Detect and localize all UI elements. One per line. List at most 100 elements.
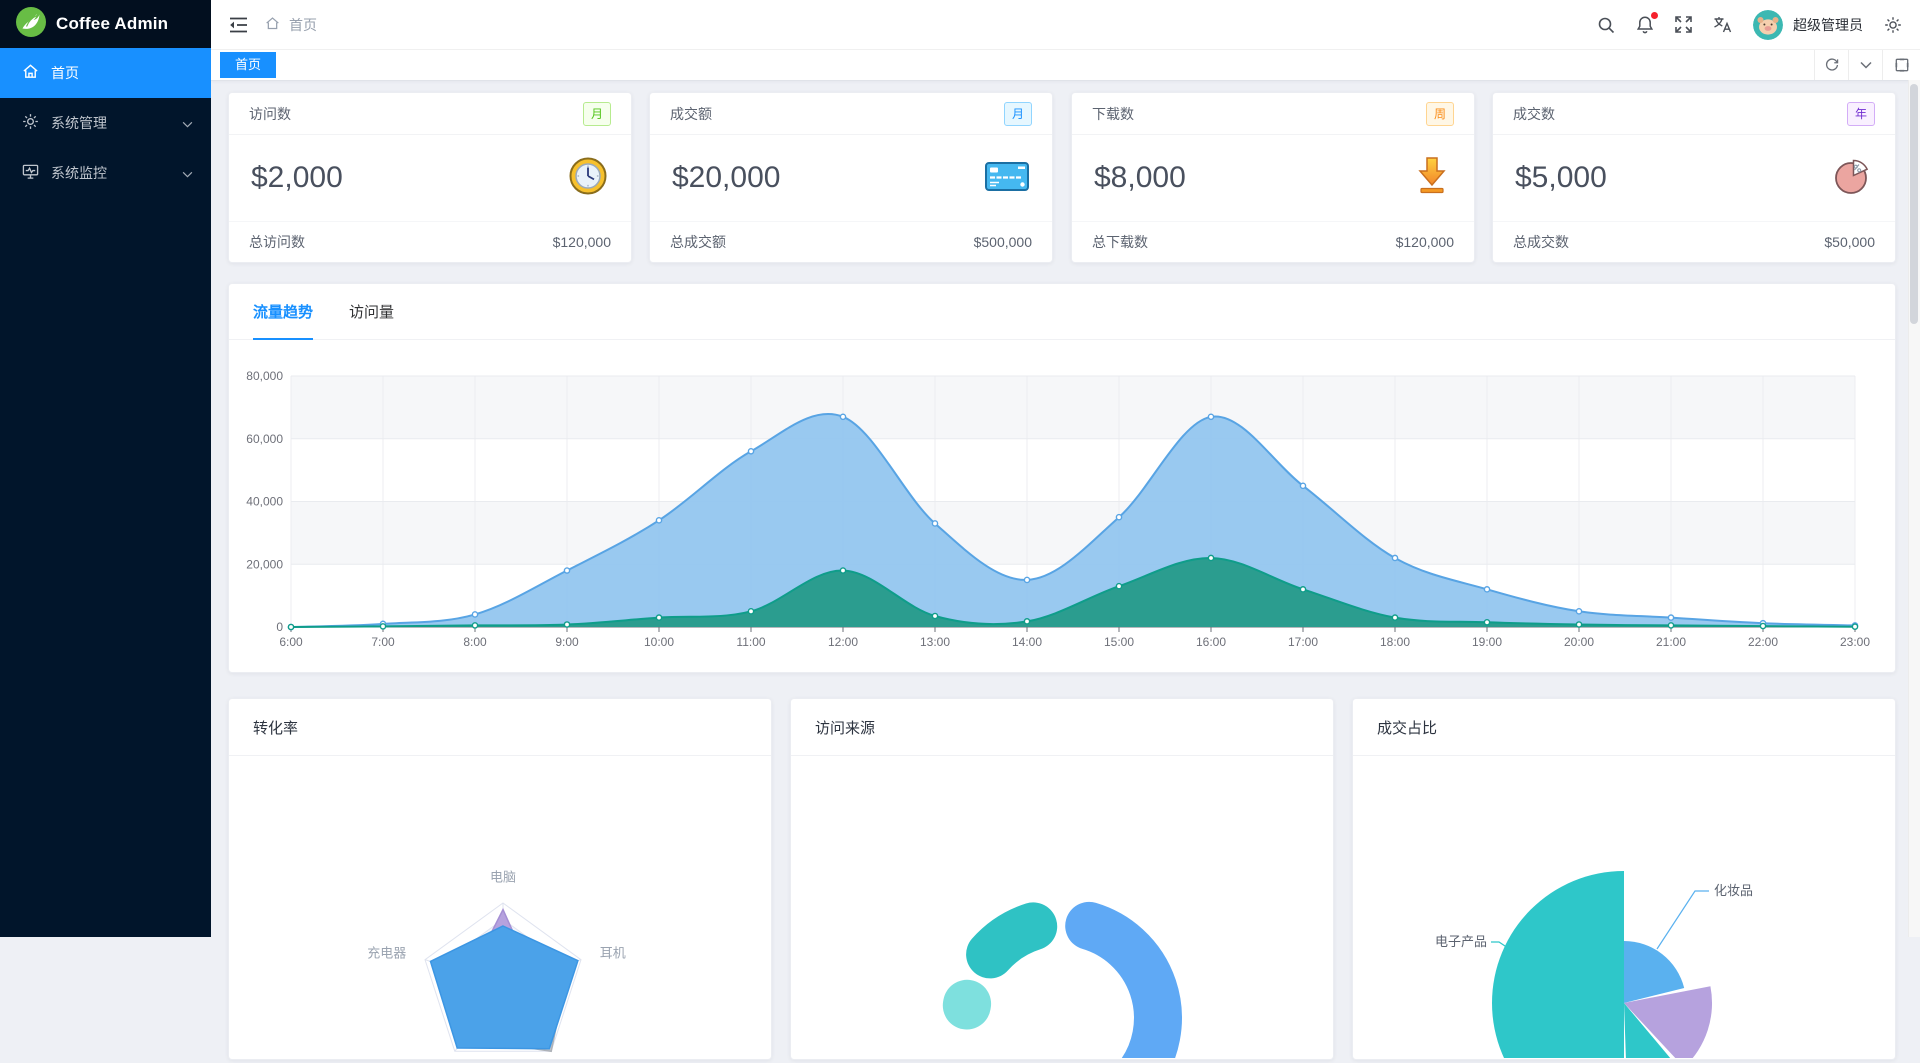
svg-text:电脑: 电脑 [490, 869, 516, 884]
svg-text:21:00: 21:00 [1656, 635, 1686, 649]
tab-controls [1814, 50, 1920, 80]
tab-home[interactable]: 首页 [220, 52, 277, 78]
traffic-area-chart: 6:00 7:00 8:00 9:00 10:00 11:00 12:00 13:00 14:0… [246, 369, 1870, 649]
tab-traffic-trend[interactable]: 流量趋势 [253, 284, 314, 340]
svg-text:7:00: 7:00 [371, 635, 395, 649]
deal-share-card: 成交占比 化妆品电子产品 [1352, 698, 1896, 1063]
svg-text:18:00: 18:00 [1380, 635, 1410, 649]
maximize-icon[interactable] [1882, 50, 1920, 80]
stat-value: $8,000 [1094, 161, 1186, 194]
svg-text:40,000: 40,000 [246, 495, 283, 509]
card-title: 成交占比 [1353, 699, 1895, 756]
stat-footer-value: $500,000 [973, 233, 1032, 250]
svg-text:化妆品: 化妆品 [1714, 883, 1753, 898]
breadcrumb-current: 首页 [289, 16, 317, 33]
sidebar-item-system-monitor[interactable]: 系统监控 [0, 148, 211, 198]
sidebar-item-home[interactable]: 首页 [0, 48, 211, 98]
pie-chart-icon [1831, 155, 1873, 202]
credit-card-icon [984, 158, 1030, 199]
breadcrumb-home-icon [265, 16, 280, 34]
chevron-down-icon [182, 115, 193, 131]
stat-title: 成交额 [670, 105, 712, 122]
svg-text:22:00: 22:00 [1748, 635, 1778, 649]
svg-text:14:00: 14:00 [1012, 635, 1042, 649]
sidebar-item-system-admin[interactable]: 系统管理 [0, 98, 211, 148]
traffic-card-tabs: 流量趋势 访问量 [229, 284, 1895, 340]
svg-text:0: 0 [276, 620, 283, 634]
notification-dot [1651, 12, 1658, 19]
svg-text:充电器: 充电器 [367, 946, 406, 961]
stat-title: 成交数 [1513, 105, 1555, 122]
gear-icon [22, 113, 39, 133]
stat-value: $5,000 [1515, 161, 1607, 194]
username[interactable]: 超级管理员 [1793, 16, 1863, 33]
sidebar-item-label: 系统管理 [51, 115, 107, 131]
chevron-down-icon [182, 165, 193, 181]
stat-card-deals: 成交数 年 $5,000 总成交数 $50,000 [1492, 92, 1896, 263]
svg-text:13:00: 13:00 [920, 635, 950, 649]
search-icon[interactable] [1597, 16, 1615, 34]
spring-leaf-logo-icon [16, 6, 46, 42]
home-icon [22, 63, 39, 83]
period-badge[interactable]: 月 [582, 101, 611, 126]
stat-card-visits: 访问数 月 $2,000 总访问数 $120,000 [228, 92, 632, 263]
svg-text:11:00: 11:00 [736, 635, 765, 649]
svg-text:耳机: 耳机 [600, 946, 626, 961]
period-badge[interactable]: 周 [1425, 101, 1454, 126]
topbar-actions: 超级管理员 [1597, 9, 1902, 40]
tab-visit-volume[interactable]: 访问量 [349, 303, 395, 321]
conversion-rate-card: 转化率 电脑耳机 充电器 [228, 698, 772, 1060]
menu-fold-icon[interactable] [229, 17, 248, 33]
svg-text:80,000: 80,000 [246, 369, 283, 383]
svg-text:60,000: 60,000 [246, 432, 283, 446]
svg-text:12:00: 12:00 [828, 635, 858, 649]
svg-text:10:00: 10:00 [644, 635, 674, 649]
visit-source-donut-chart [942, 901, 1182, 1063]
settings-gear-icon[interactable] [1884, 16, 1902, 34]
svg-text:8:00: 8:00 [463, 635, 487, 649]
translate-icon[interactable] [1713, 16, 1732, 33]
brand-logo[interactable]: Coffee Admin [0, 0, 211, 48]
stat-title: 访问数 [249, 105, 291, 122]
svg-text:20,000: 20,000 [246, 557, 283, 571]
avatar[interactable] [1753, 9, 1783, 40]
visit-source-card: 访问来源 [790, 698, 1334, 1063]
svg-text:15:00: 15:00 [1104, 635, 1134, 649]
tab-menu-chevron-icon[interactable] [1848, 50, 1882, 80]
period-badge[interactable]: 年 [1846, 101, 1875, 126]
scrollbar-thumb[interactable] [1910, 84, 1918, 324]
sidebar-item-label: 系统监控 [51, 165, 107, 181]
period-badge[interactable]: 月 [1003, 101, 1032, 126]
brand-name: Coffee Admin [56, 14, 169, 33]
card-title: 转化率 [229, 699, 771, 756]
tabbar: 首页 [211, 50, 1920, 81]
sidebar-item-label: 首页 [51, 65, 79, 81]
bell-icon[interactable] [1636, 12, 1658, 34]
fullscreen-icon[interactable] [1675, 16, 1692, 33]
topbar: 首页 [211, 0, 1920, 50]
main-area: 首页 [211, 0, 1920, 1063]
svg-text:20:00: 20:00 [1564, 635, 1594, 649]
refresh-icon[interactable] [1814, 50, 1848, 80]
breadcrumb[interactable]: 首页 [265, 15, 317, 35]
svg-text:9:00: 9:00 [555, 635, 579, 649]
stat-value: $20,000 [672, 161, 781, 194]
stat-card-turnover: 成交额 月 $20,000 总成交额 $500,000 [649, 92, 1053, 263]
card-title: 访问来源 [791, 699, 1333, 756]
svg-text:6:00: 6:00 [279, 635, 303, 649]
sidebar: Coffee Admin 首页 系统管理 [0, 0, 211, 937]
stat-card-downloads: 下载数 周 $8,000 总下载数 $120,000 [1071, 92, 1475, 263]
stat-footer-value: $50,000 [1824, 233, 1875, 250]
svg-text:23:00: 23:00 [1840, 635, 1870, 649]
monitor-icon [22, 163, 39, 183]
svg-text:19:00: 19:00 [1472, 635, 1502, 649]
traffic-trend-card: 流量趋势 访问量 6:00 7:00 8:00 9:00 10:00 11:00 12:00… [228, 283, 1896, 673]
stat-footer-label: 总成交数 [1513, 233, 1569, 250]
stat-footer-value: $120,000 [1395, 233, 1454, 250]
stat-footer-label: 总访问数 [249, 233, 305, 250]
svg-text:电子产品: 电子产品 [1435, 934, 1487, 949]
scrollbar[interactable] [1908, 80, 1920, 937]
svg-text:17:00: 17:00 [1288, 635, 1318, 649]
